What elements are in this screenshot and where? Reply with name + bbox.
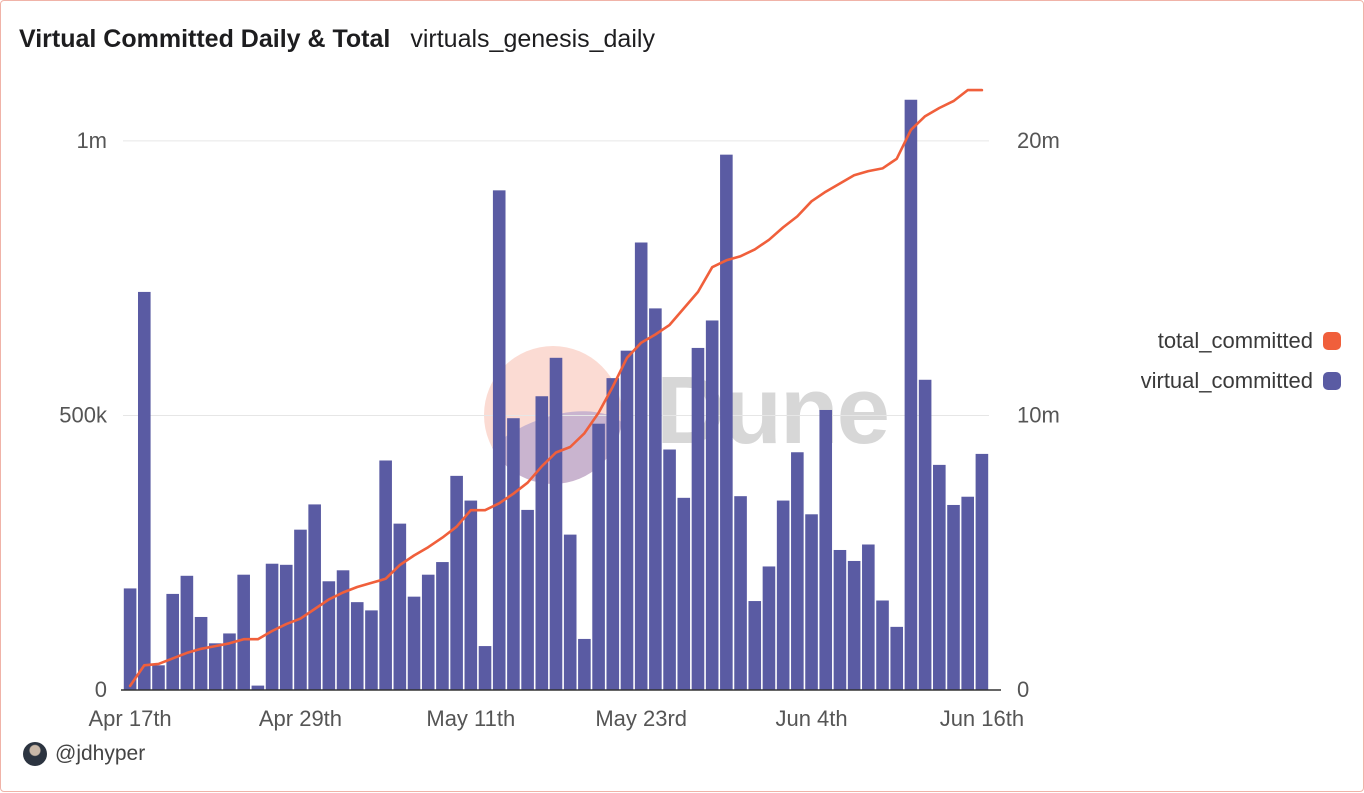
left-y-axis: 0 500k 1m — [59, 128, 108, 702]
bar-49[interactable] — [819, 409, 833, 690]
bar-57[interactable] — [933, 464, 946, 690]
bar-32[interactable] — [578, 638, 591, 690]
legend-item-total-committed[interactable]: total_committed — [1081, 321, 1341, 361]
x-axis-tick-label: Apr 29th — [259, 706, 342, 731]
bar-series-virtual-committed — [121, 99, 1001, 691]
bar-27[interactable] — [507, 418, 520, 690]
bar-13[interactable] — [308, 504, 321, 690]
bar-24[interactable] — [464, 500, 478, 690]
bar-39[interactable] — [677, 497, 691, 690]
author-credit[interactable]: @jdhyper — [23, 742, 145, 766]
x-axis: Apr 17th Apr 29th May 11th May 23rd Jun 4th J… — [89, 706, 1025, 731]
bar-41[interactable] — [705, 320, 719, 690]
bar-10[interactable] — [265, 563, 279, 690]
right-axis-tick-label: 0 — [1017, 677, 1029, 702]
bar-59[interactable] — [961, 496, 975, 690]
query-name[interactable]: virtuals_genesis_daily — [410, 25, 655, 53]
x-axis-tick-label: May 11th — [426, 706, 515, 731]
bar-60[interactable] — [975, 453, 989, 690]
bar-22[interactable] — [436, 562, 449, 690]
bar-17[interactable] — [365, 610, 378, 690]
line-total-committed[interactable] — [128, 88, 984, 688]
bar-25[interactable] — [478, 646, 492, 690]
left-axis-tick-label: 500k — [59, 402, 108, 427]
bar-43[interactable] — [734, 496, 747, 690]
line-series-total-committed — [128, 88, 984, 688]
bar-14[interactable] — [322, 581, 336, 690]
bar-4[interactable] — [180, 575, 194, 690]
bar-50[interactable] — [833, 549, 847, 690]
bar-6[interactable] — [208, 643, 222, 690]
bar-1[interactable] — [137, 291, 151, 690]
legend-swatch-icon — [1323, 332, 1341, 350]
x-axis-tick-label: Jun 16th — [940, 706, 1024, 731]
bar-51[interactable] — [847, 560, 861, 690]
bar-5[interactable] — [194, 616, 208, 690]
bar-19[interactable] — [393, 523, 407, 690]
bar-7[interactable] — [223, 633, 236, 690]
right-axis-tick-label: 10m — [1017, 402, 1060, 427]
bar-20[interactable] — [407, 596, 421, 690]
bar-0[interactable] — [123, 588, 137, 690]
bar-18[interactable] — [379, 460, 392, 690]
bar-35[interactable] — [620, 350, 634, 690]
bar-56[interactable] — [918, 379, 932, 690]
author-handle: @jdhyper — [55, 742, 146, 765]
legend-label: total_committed — [1157, 328, 1313, 353]
bar-40[interactable] — [691, 347, 705, 690]
x-axis-tick-label: Apr 17th — [89, 706, 172, 731]
bar-55[interactable] — [904, 99, 918, 691]
bar-52[interactable] — [862, 544, 875, 690]
bar-34[interactable] — [606, 378, 620, 690]
bar-23[interactable] — [450, 475, 463, 690]
bar-48[interactable] — [805, 514, 818, 690]
left-axis-tick-label: 0 — [95, 677, 107, 702]
legend-item-virtual-committed[interactable]: virtual_committed — [1081, 361, 1341, 401]
bar-36[interactable] — [634, 242, 648, 690]
right-y-axis: 0 10m 20m — [1017, 128, 1060, 702]
bar-46[interactable] — [776, 500, 790, 690]
bar-29[interactable] — [535, 396, 549, 690]
bar-47[interactable] — [791, 452, 804, 690]
chart-header: Virtual Committed Daily & Total virtuals… — [19, 25, 655, 54]
bar-42[interactable] — [720, 154, 733, 690]
bar-15[interactable] — [336, 570, 350, 690]
legend-swatch-icon — [1323, 372, 1341, 390]
bar-31[interactable] — [563, 534, 577, 690]
bar-3[interactable] — [166, 593, 179, 690]
bar-28[interactable] — [521, 509, 534, 690]
bar-44[interactable] — [748, 601, 762, 690]
bar-38[interactable] — [663, 449, 676, 690]
bar-9[interactable] — [251, 685, 265, 690]
bar-12[interactable] — [294, 529, 307, 690]
x-axis-tick-label: Jun 4th — [775, 706, 847, 731]
right-axis-tick-label: 20m — [1017, 128, 1060, 153]
x-axis-tick-label: May 23rd — [595, 706, 687, 731]
bar-37[interactable] — [649, 308, 662, 690]
bar-58[interactable] — [947, 504, 960, 690]
bar-33[interactable] — [592, 423, 605, 690]
chart-title: Virtual Committed Daily & Total — [19, 25, 391, 53]
bar-2[interactable] — [152, 665, 165, 690]
bar-26[interactable] — [492, 190, 506, 690]
bar-8[interactable] — [237, 574, 250, 690]
legend-label: virtual_committed — [1140, 368, 1313, 393]
bar-53[interactable] — [876, 600, 889, 690]
avatar — [23, 742, 47, 766]
bar-11[interactable] — [279, 564, 293, 690]
bar-21[interactable] — [421, 574, 435, 690]
bar-45[interactable] — [762, 566, 776, 690]
legend: total_committed virtual_committed — [1081, 321, 1341, 401]
left-axis-tick-label: 1m — [76, 128, 107, 153]
bar-30[interactable] — [549, 357, 563, 690]
bar-54[interactable] — [890, 626, 904, 690]
bar-16[interactable] — [350, 602, 364, 690]
